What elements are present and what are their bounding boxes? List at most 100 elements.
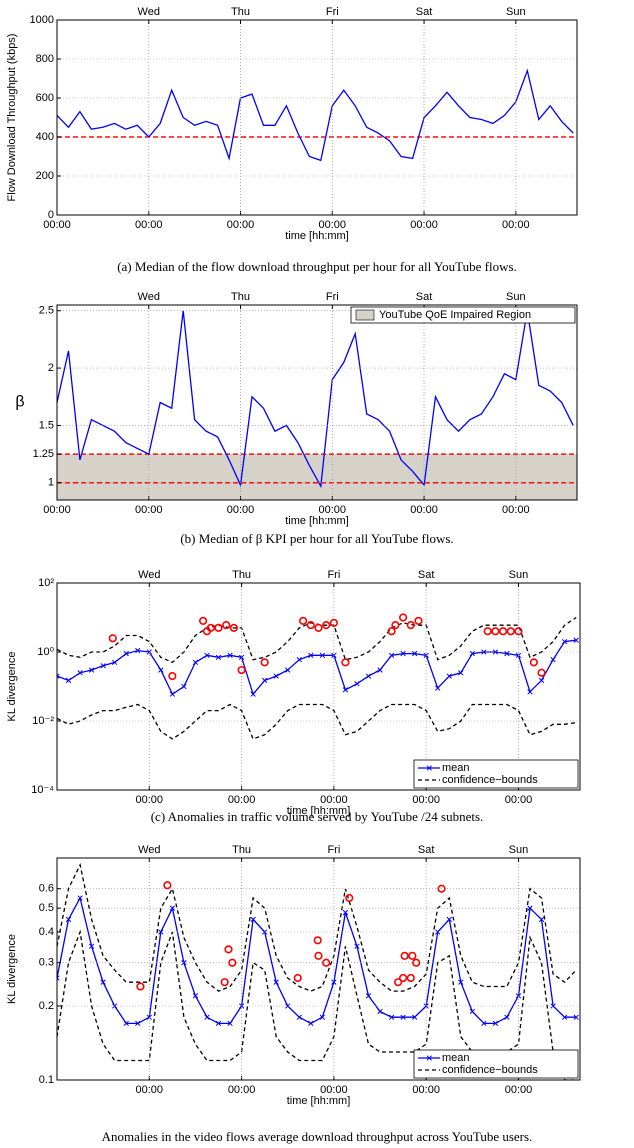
anomaly	[412, 958, 421, 967]
caption: (c) Anomalies in traffic volume served b…	[151, 809, 484, 824]
marker	[469, 1008, 475, 1015]
anomaly	[537, 668, 546, 677]
y-axis-label: Flow Download Throughput (kbps)	[6, 34, 18, 202]
marker	[204, 1014, 210, 1020]
marker	[112, 659, 118, 666]
x-tick-label: 00:00	[135, 219, 163, 231]
x2-tick-label: Fri	[326, 291, 339, 303]
marker	[77, 670, 83, 676]
axes-frame	[56, 19, 578, 216]
x2-tick-label: Wed	[138, 569, 160, 581]
marker	[296, 657, 302, 663]
legend-label: confidence−bounds	[442, 774, 538, 786]
legend-marker	[426, 1055, 432, 1061]
marker	[365, 673, 372, 679]
marker	[192, 659, 199, 666]
anomaly	[408, 951, 417, 960]
marker	[435, 929, 441, 935]
y-tick-label: 600	[36, 92, 54, 104]
x-tick-label: 00:00	[136, 1084, 164, 1096]
marker	[100, 979, 106, 985]
series-line	[57, 616, 577, 664]
marker	[308, 652, 314, 658]
y-tick-label: 1	[48, 477, 54, 489]
y-tick-label: 2.5	[39, 305, 54, 317]
anomaly	[224, 945, 233, 954]
marker	[354, 681, 360, 687]
x-tick-label: 00:00	[505, 1084, 533, 1096]
legend-label: YouTube QoE Impaired Region	[379, 309, 531, 321]
x2-tick-label: Fri	[326, 6, 339, 18]
x2-tick-label: Sat	[418, 569, 435, 581]
series-line	[57, 862, 577, 992]
x-tick-label: 00:00	[43, 219, 71, 231]
series-line	[57, 703, 577, 740]
marker	[227, 1020, 233, 1027]
marker	[77, 895, 83, 901]
marker	[469, 650, 475, 657]
x-tick-label: 00:00	[502, 219, 530, 231]
marker	[169, 905, 176, 911]
marker	[342, 687, 349, 693]
anomaly	[168, 672, 177, 681]
legend-label: mean	[442, 762, 470, 774]
marker	[377, 667, 383, 673]
legend-label: mean	[442, 1052, 470, 1064]
marker	[446, 916, 452, 923]
marker	[504, 1014, 510, 1020]
marker	[238, 654, 245, 660]
y-tick-label: 1000	[30, 14, 54, 26]
x-tick-label: 00:00	[135, 504, 163, 516]
anomaly	[260, 658, 269, 667]
y-tick-label: 0	[48, 209, 54, 221]
marker	[285, 667, 291, 673]
marker	[215, 1020, 222, 1027]
marker	[573, 637, 579, 643]
marker	[169, 691, 176, 697]
x2-tick-label: Sun	[506, 291, 526, 303]
marker	[354, 943, 360, 949]
marker	[538, 916, 545, 923]
y-tick-label: 0.4	[39, 926, 54, 938]
caption: (b) Median of β KPI per hour for all You…	[180, 531, 453, 546]
marker	[308, 1020, 314, 1027]
y-tick-label: 1.5	[39, 419, 54, 431]
plot-area	[57, 862, 579, 1080]
marker	[285, 1003, 291, 1009]
x-tick-label: 00:00	[228, 794, 256, 806]
anomaly	[491, 627, 500, 636]
anomaly	[341, 658, 350, 667]
series-line	[57, 896, 577, 1025]
marker	[123, 650, 129, 657]
marker	[181, 683, 187, 690]
x-tick-label: 00:00	[43, 504, 71, 516]
marker	[411, 650, 418, 657]
marker	[527, 905, 533, 911]
anomaly	[163, 881, 172, 890]
marker	[158, 929, 164, 935]
marker	[88, 667, 95, 673]
anomaly	[229, 623, 238, 632]
anomaly	[237, 665, 246, 675]
marker	[515, 993, 522, 999]
y-axis-label: KL divergence	[6, 652, 18, 722]
marker	[296, 1014, 302, 1020]
marker	[65, 677, 72, 684]
marker	[573, 1014, 579, 1020]
x-axis-label: time [hh:mm]	[285, 515, 349, 527]
anomaly	[322, 621, 331, 630]
marker	[561, 1014, 568, 1020]
legend-box	[413, 759, 579, 789]
y-tick-label: 0.1	[39, 1074, 54, 1086]
x2-tick-label: Wed	[138, 844, 160, 856]
anomaly	[329, 618, 338, 627]
marker	[57, 673, 60, 679]
x-tick-label: 00:00	[319, 504, 347, 516]
anomaly	[400, 951, 409, 960]
marker	[262, 677, 268, 684]
legend-box	[350, 306, 576, 324]
marker	[65, 916, 72, 923]
anomaly	[437, 884, 446, 893]
marker	[561, 638, 568, 645]
x-tick-label: 00:00	[412, 1084, 440, 1096]
